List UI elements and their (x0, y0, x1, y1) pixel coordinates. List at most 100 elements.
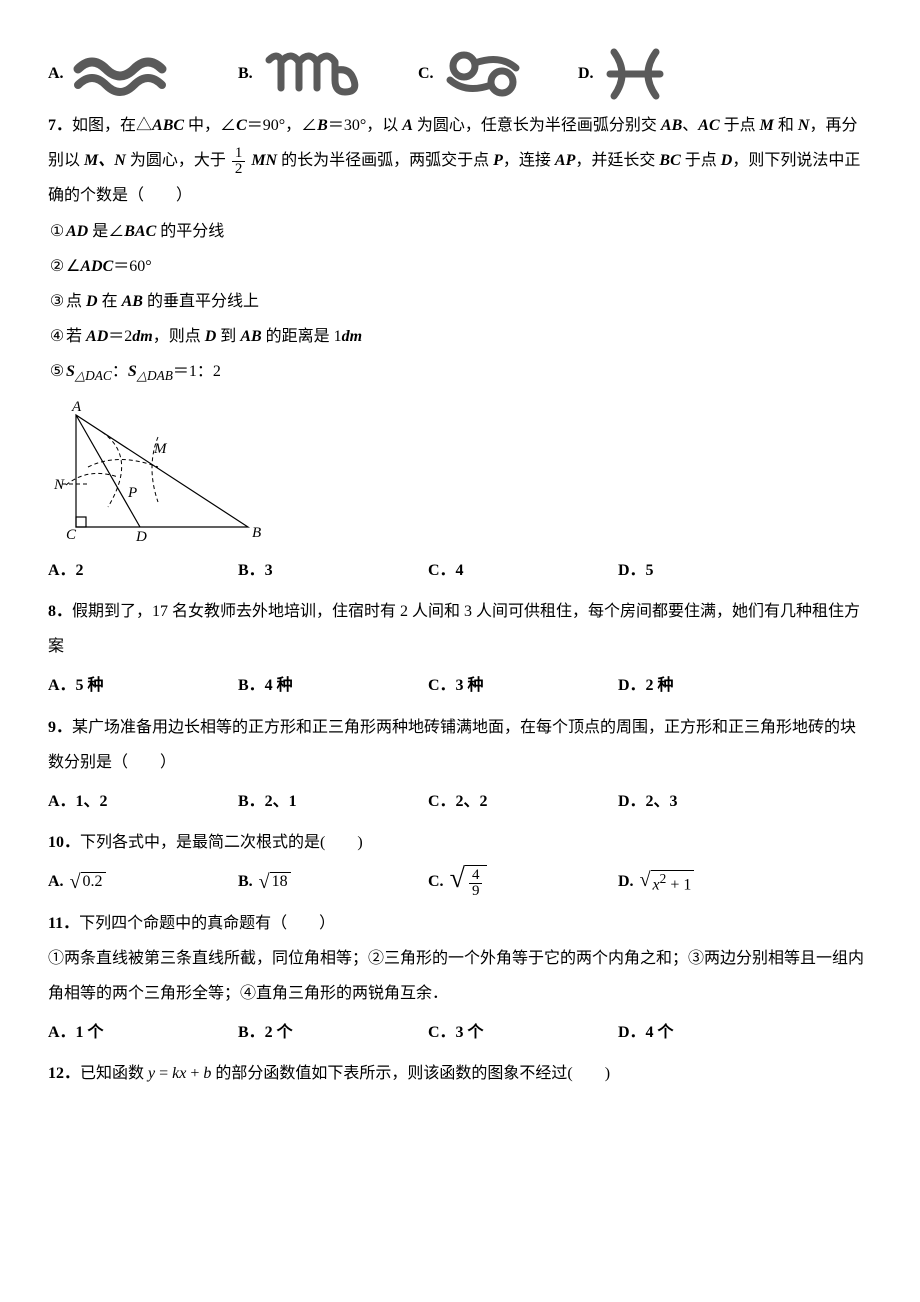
text: 于点 (681, 152, 721, 169)
q11-opt-c[interactable]: C．3 个 (428, 1015, 618, 1050)
var: x (653, 877, 660, 894)
var: N (798, 117, 810, 134)
circled-number: ⑤ (48, 354, 66, 389)
q11-opt-a[interactable]: A．1 个 (48, 1015, 238, 1050)
var: dm (132, 328, 152, 345)
text: ＝30°，以 (328, 117, 402, 134)
subscript: △DAC (75, 369, 112, 384)
var: AD (86, 328, 108, 345)
question-text: 假期到了，17 名女教师去外地培训，住宿时有 2 人间和 3 人间可供租住，每个… (48, 603, 860, 655)
sqrt-icon: √49 (450, 865, 488, 899)
text: 到 (216, 328, 240, 345)
subscript: △DAB (137, 369, 173, 384)
q8-opt-d[interactable]: D．2 种 (618, 668, 808, 703)
text: + (186, 1065, 203, 1082)
text: 是∠ (88, 223, 124, 240)
text: 点 (66, 293, 86, 310)
q8-opt-b[interactable]: B．4 种 (238, 668, 428, 703)
text: ＝60° (113, 258, 151, 275)
q7-opt-c[interactable]: C．4 (428, 553, 618, 588)
figure-label-A: A (71, 399, 82, 415)
text: 的距离是 1 (262, 328, 342, 345)
option-label: D. (578, 56, 594, 91)
option-label: B. (238, 864, 253, 899)
q10-opt-a[interactable]: A. √0.2 (48, 864, 238, 899)
sqrt-icon: √x2 + 1 (640, 870, 695, 893)
figure-label-N: N (53, 477, 65, 493)
q7-statement-4: ④若 AD＝2dm，则点 D 到 AB 的距离是 1dm (48, 319, 872, 354)
q7-opt-d[interactable]: D．5 (618, 553, 808, 588)
q10-opt-d[interactable]: D. √x2 + 1 (618, 864, 808, 899)
q9-opt-d[interactable]: D．2、3 (618, 784, 808, 819)
q8-opt-c[interactable]: C．3 种 (428, 668, 618, 703)
q11-opt-d[interactable]: D．4 个 (618, 1015, 808, 1050)
option-label: B. (238, 56, 253, 91)
q10: 10．下列各式中，是最简二次根式的是( ) (48, 825, 872, 860)
q10-opt-b[interactable]: B. √18 (238, 864, 428, 899)
text: ＝1：2 (173, 363, 221, 380)
text: 在 (98, 293, 122, 310)
text: ＝2 (108, 328, 132, 345)
sqrt-icon: √18 (259, 872, 291, 892)
var: dm (342, 328, 362, 345)
pisces-icon (600, 46, 670, 102)
option-label: A. (48, 56, 64, 91)
question-number: 8． (48, 603, 72, 620)
question-number: 12． (48, 1065, 80, 1082)
q7-statement-2: ②∠ADC＝60° (48, 249, 872, 284)
q7-opt-b[interactable]: B．3 (238, 553, 428, 588)
var: P (493, 152, 503, 169)
q9-opt-a[interactable]: A．1、2 (48, 784, 238, 819)
virgo-icon (259, 48, 367, 100)
circled-number: ② (48, 249, 66, 284)
q11-options: A．1 个 B．2 个 C．3 个 D．4 个 (48, 1015, 872, 1050)
text: 的长为半径画弧，两弧交于点 (277, 152, 493, 169)
var: M (760, 117, 774, 134)
q6-opt-d[interactable]: D. (578, 46, 738, 102)
question-number: 11． (48, 915, 79, 932)
var: M、N (84, 152, 126, 169)
text: ＝90°，∠ (247, 117, 317, 134)
q6-opt-a[interactable]: A. (48, 51, 238, 97)
question-text: 某广场准备用边长相等的正方形和正三角形两种地砖铺满地面，在每个顶点的周围，正方形… (48, 719, 856, 771)
var: C (236, 117, 247, 134)
q11: 11．下列四个命题中的真命题有（ ） (48, 906, 872, 941)
option-label: C. (428, 864, 444, 899)
circled-number: ④ (48, 319, 66, 354)
var: ABC (152, 117, 184, 134)
text: ，并廷长交 (575, 152, 659, 169)
option-label: A. (48, 864, 64, 899)
q7-opt-a[interactable]: A．2 (48, 553, 238, 588)
fraction: 49 (469, 868, 483, 899)
figure-label-P: P (127, 485, 137, 501)
aquarius-icon (70, 51, 180, 97)
var: AC (698, 117, 719, 134)
option-label: D. (618, 864, 634, 899)
q8: 8．假期到了，17 名女教师去外地培训，住宿时有 2 人间和 3 人间可供租住，… (48, 594, 872, 664)
text: 于点 (720, 117, 760, 134)
text: ∠ (66, 258, 80, 275)
q9-opt-b[interactable]: B．2、1 (238, 784, 428, 819)
question-number: 7． (48, 117, 72, 134)
q6-opt-c[interactable]: C. (418, 48, 578, 100)
q6-opt-b[interactable]: B. (238, 48, 418, 100)
cancer-icon (440, 48, 528, 100)
circled-number: ③ (48, 284, 66, 319)
q11-opt-b[interactable]: B．2 个 (238, 1015, 428, 1050)
q9-opt-c[interactable]: C．2、2 (428, 784, 618, 819)
var: BC (659, 152, 680, 169)
var: AB (240, 328, 261, 345)
denominator: 9 (469, 884, 483, 899)
var: S (128, 363, 137, 380)
fraction: 12 (232, 146, 246, 177)
var: S (66, 363, 75, 380)
text: 的平分线 (156, 223, 224, 240)
q10-opt-c[interactable]: C. √49 (428, 864, 618, 899)
q9: 9．某广场准备用边长相等的正方形和正三角形两种地砖铺满地面，在每个顶点的周围，正… (48, 710, 872, 780)
text: 为圆心，大于 (126, 152, 230, 169)
var: AB (661, 117, 682, 134)
q8-opt-a[interactable]: A．5 种 (48, 668, 238, 703)
q6-options: A. B. C. (48, 46, 872, 102)
question-text: 下列四个命题中的真命题有（ ） (79, 915, 335, 932)
text: ，连接 (503, 152, 555, 169)
